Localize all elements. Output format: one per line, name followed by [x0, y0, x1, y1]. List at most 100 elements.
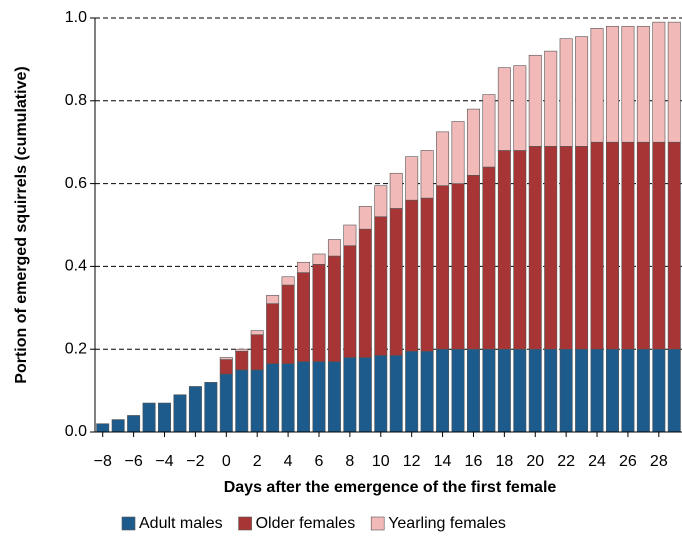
- bar: [544, 348, 558, 433]
- legend-swatch: [121, 516, 136, 531]
- y-tick-label: 0.6: [65, 175, 87, 192]
- bar: [559, 146, 573, 350]
- bar: [513, 65, 527, 151]
- legend-label: Yearling females: [388, 515, 506, 532]
- bar: [219, 359, 233, 375]
- bar: [204, 382, 218, 433]
- bar: [575, 146, 589, 350]
- bar: [343, 245, 357, 358]
- bar: [281, 284, 295, 364]
- bar: [513, 150, 527, 350]
- bar: [559, 348, 573, 433]
- x-tick-label: 24: [588, 453, 606, 470]
- bar: [497, 150, 511, 350]
- x-tick-label: 12: [403, 453, 421, 470]
- bar: [111, 419, 125, 433]
- bar: [312, 264, 326, 362]
- bar: [482, 166, 496, 350]
- bar: [405, 156, 419, 201]
- bar: [652, 141, 666, 350]
- bar: [343, 224, 357, 247]
- bar: [451, 121, 465, 184]
- x-tick-label: −8: [94, 453, 112, 470]
- x-tick-label: 14: [434, 453, 452, 470]
- bar: [266, 363, 280, 433]
- bar: [374, 216, 388, 356]
- bar: [374, 185, 388, 218]
- bar: [466, 348, 480, 433]
- bar: [528, 54, 542, 147]
- x-tick-label: −2: [186, 453, 204, 470]
- bar: [250, 330, 264, 336]
- bar: [482, 94, 496, 168]
- x-tick-label: 6: [315, 453, 324, 470]
- bar: [606, 348, 619, 433]
- bar: [636, 25, 650, 143]
- y-tick-label: 1.0: [65, 9, 87, 26]
- bar: [466, 175, 480, 350]
- bar: [327, 361, 341, 433]
- bar: [327, 255, 341, 362]
- bar: [420, 350, 434, 433]
- bar: [235, 348, 249, 352]
- y-tick-label: 0.4: [65, 258, 87, 275]
- bar: [482, 348, 496, 433]
- bar: [312, 253, 326, 265]
- x-tick-label: 16: [465, 453, 483, 470]
- bar: [235, 369, 249, 433]
- bar: [142, 402, 156, 433]
- bar: [266, 303, 280, 364]
- x-tick-label: 10: [372, 453, 390, 470]
- bar: [559, 38, 573, 147]
- bar: [636, 348, 650, 433]
- bar: [652, 348, 666, 433]
- bar: [297, 361, 311, 433]
- bar: [389, 172, 403, 209]
- x-tick-label: 20: [526, 453, 544, 470]
- bar: [219, 357, 233, 360]
- bar: [235, 350, 249, 371]
- bar: [358, 357, 372, 433]
- bar: [188, 386, 202, 433]
- bar: [606, 141, 619, 350]
- bar: [590, 141, 604, 350]
- bar: [312, 361, 326, 433]
- bar: [327, 239, 341, 257]
- bar: [96, 423, 110, 433]
- x-tick-label: 8: [345, 453, 354, 470]
- bar: [420, 197, 434, 352]
- bar: [528, 348, 542, 433]
- bar: [575, 36, 589, 147]
- bar: [621, 25, 635, 143]
- bar: [436, 348, 450, 433]
- bar: [343, 357, 357, 433]
- bar: [451, 348, 465, 433]
- bar: [466, 108, 480, 176]
- bar: [281, 363, 295, 433]
- bar: [590, 28, 604, 143]
- bar: [528, 146, 542, 350]
- x-tick-label: 4: [284, 453, 293, 470]
- bar: [405, 199, 419, 352]
- x-tick-label: 28: [650, 453, 668, 470]
- bar: [667, 21, 681, 143]
- x-tick-label: 18: [495, 453, 513, 470]
- bar: [497, 67, 511, 151]
- bar: [219, 373, 233, 433]
- bar: [297, 261, 311, 273]
- bar: [389, 208, 403, 356]
- bar: [158, 402, 171, 433]
- bar: [636, 141, 650, 350]
- bar: [127, 415, 141, 433]
- bar: [451, 183, 465, 350]
- bar: [374, 355, 388, 433]
- bar: [266, 295, 280, 304]
- bar: [250, 334, 264, 371]
- bar: [544, 50, 558, 147]
- bar: [621, 141, 635, 350]
- x-tick-label: 0: [222, 453, 231, 470]
- bar: [621, 348, 635, 433]
- bar: [281, 276, 295, 286]
- bar: [575, 348, 589, 433]
